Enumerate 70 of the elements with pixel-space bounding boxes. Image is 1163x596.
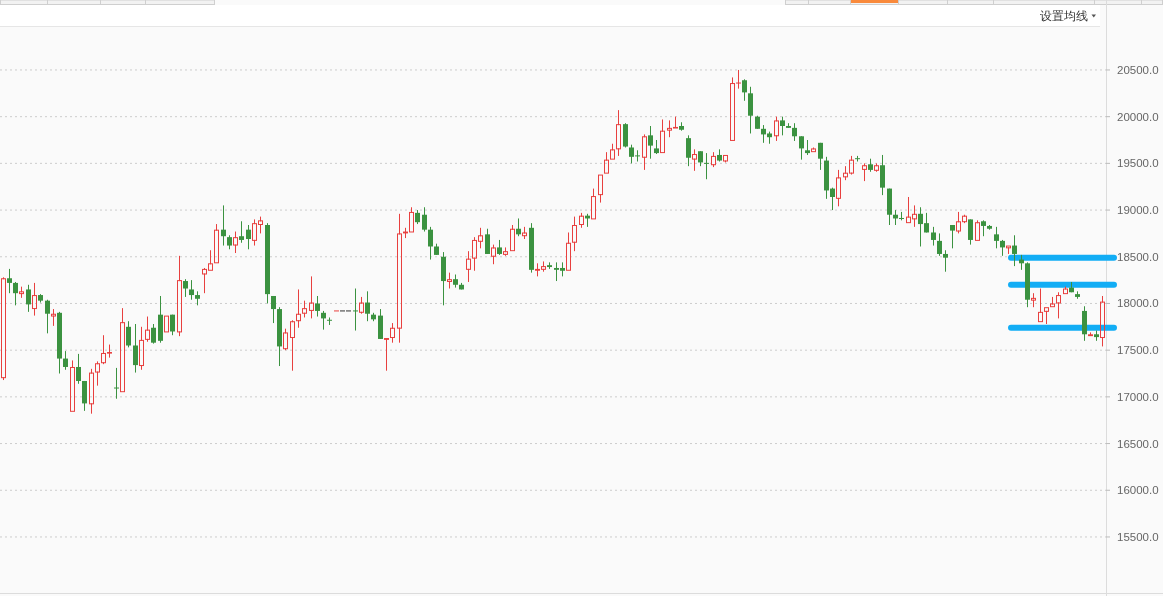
candlestick [384,338,389,372]
candlestick [7,268,12,294]
candlestick [943,249,948,273]
candlestick [648,125,653,160]
candlestick [968,218,973,246]
candlestick [45,299,50,334]
y-tick-label: 19500.0 [1117,157,1159,170]
y-tick-label: 18500.0 [1117,250,1159,263]
candlestick [177,255,182,337]
y-tick-label: 17000.0 [1117,390,1159,403]
candlestick [818,142,823,171]
candlestick [63,350,68,371]
candlestick [1044,307,1049,325]
candlestick [82,380,87,412]
candlestick [566,231,571,271]
y-tick-label: 17500.0 [1117,344,1159,357]
candlestick [686,134,691,167]
y-tick-label: 16500.0 [1117,437,1159,450]
candlestick [164,315,169,333]
candlestick [76,353,81,385]
y-tick-label: 19000.0 [1117,204,1159,217]
candlestick [931,226,936,247]
candlestick [189,279,194,301]
candlestick [26,284,31,313]
candlestick [327,316,332,326]
candlestick [151,323,156,345]
candlestick [315,295,320,318]
text: 设置均线 [1040,9,1088,23]
candlestick [950,224,955,249]
candlestick [623,122,628,148]
candlestick [114,367,119,400]
y-tick-label: 20000.0 [1117,110,1159,123]
candlestick [365,290,370,322]
candlestick [485,228,490,255]
candlestick [660,118,665,154]
y-tick-label: 20500.0 [1117,63,1159,76]
candlestick [1038,288,1043,323]
candlestick [428,226,433,261]
candlestick [1082,305,1087,342]
candlestick [221,204,226,247]
y-tick-label: 18000.0 [1117,297,1159,310]
candlestick [32,282,37,317]
candlestick [120,307,125,393]
candlestick [390,322,395,344]
candlestick [799,135,804,161]
candlestick [290,319,295,372]
candlestick [126,320,131,348]
candlestick [994,226,999,249]
candlestick [742,78,747,102]
candlestick [572,216,577,252]
candlestick [422,206,427,233]
candlestick [239,220,244,244]
candlestick [271,295,276,324]
candlestick [133,323,138,374]
candlestick [748,86,753,134]
candlestick [378,308,383,340]
candlestick [13,281,18,306]
candlestick [704,152,709,180]
y-tick-label: 15500.0 [1117,530,1159,543]
candlestick [880,154,885,196]
candlestick [139,326,144,371]
candlestick [353,288,358,332]
candlestick [937,232,942,257]
candlestick [309,275,314,319]
candlestick [598,174,603,204]
candlestick [780,116,785,136]
y-tick-label: 16000.0 [1117,484,1159,497]
candlestick [296,288,301,329]
candlestick [246,224,251,250]
candlestick [1012,234,1017,267]
